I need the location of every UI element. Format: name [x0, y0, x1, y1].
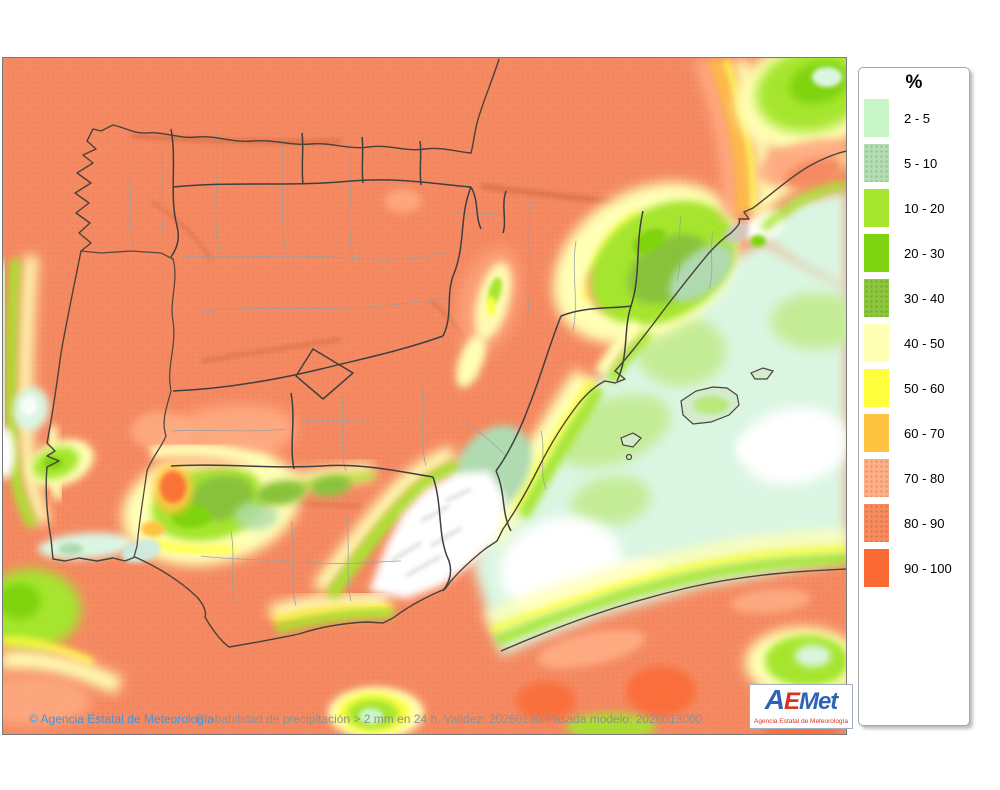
- legend-row: 70 - 80: [859, 456, 969, 501]
- legend-row: 2 - 5: [859, 96, 969, 141]
- murcia-hillshade: [390, 488, 472, 577]
- province-borders: [128, 130, 714, 607]
- precipitation-probability-map: © Agencia Estatal de Meteorología Probab…: [2, 57, 853, 735]
- legend-swatch-30-40: [864, 279, 889, 317]
- mediterranean-low-prob-area: [473, 75, 846, 656]
- legend-label: 20 - 30: [904, 246, 945, 261]
- legend-swatch-70-80: [864, 459, 889, 497]
- legend-swatch-10-20: [864, 189, 889, 227]
- legend-row: 50 - 60: [859, 366, 969, 411]
- logo-letter-a: A: [764, 684, 785, 715]
- ibiza-island: [620, 432, 642, 448]
- legend-label: 5 - 10: [904, 156, 938, 171]
- formentera-island: [625, 453, 633, 461]
- atlantic-low-patches: [3, 387, 50, 479]
- menorca-island: [750, 367, 774, 380]
- legend-row: 80 - 90: [859, 501, 969, 546]
- legend-row: 30 - 40: [859, 276, 969, 321]
- murcia-dry-region: [369, 471, 506, 599]
- legend-swatch-40-50: [864, 324, 889, 362]
- aemet-logo-tagline: Agencia Estatal de Meteorología: [754, 718, 848, 725]
- legend-label: 70 - 80: [904, 471, 945, 486]
- legend-row: 20 - 30: [859, 231, 969, 276]
- legend-swatch-80-90: [864, 504, 889, 542]
- france-ne-corner: [694, 58, 846, 247]
- coastlines: [45, 58, 846, 652]
- legend-swatch-60-70: [864, 414, 889, 452]
- granada-coast-bands: [269, 445, 459, 634]
- portugal-border: [80, 250, 176, 558]
- map-caption: Probabilidad de precipitación > 2 mm en …: [196, 712, 703, 726]
- legend-swatch-50-60: [864, 369, 889, 407]
- legend-row: 90 - 100: [859, 546, 969, 591]
- logo-letters-met: Met: [798, 688, 838, 715]
- legend-row: 40 - 50: [859, 321, 969, 366]
- southwest-corner-bands: [3, 569, 123, 726]
- balearic-islands: [620, 367, 774, 461]
- legend-label: 60 - 70: [904, 426, 945, 441]
- legend-swatch-90-100: [864, 549, 889, 587]
- legend-label: 2 - 5: [904, 111, 931, 126]
- legend-label: 50 - 60: [904, 381, 945, 396]
- legend-label: 10 - 20: [904, 201, 945, 216]
- legend-label: 90 - 100: [904, 561, 952, 576]
- logo-letter-e: E: [783, 688, 800, 715]
- legend-row: 5 - 10: [859, 141, 969, 186]
- map-canvas: [3, 58, 846, 734]
- copyright-text: © Agencia Estatal de Meteorología: [29, 712, 214, 726]
- legend-swatch-20-30: [864, 234, 889, 272]
- legend-label: 30 - 40: [904, 291, 945, 306]
- legend-label: 80 - 90: [904, 516, 945, 531]
- legend-label: 40 - 50: [904, 336, 945, 351]
- legend-swatch-2-5: [864, 99, 889, 137]
- legend-swatch-5-10: [864, 144, 889, 182]
- legend-title: %: [905, 72, 923, 93]
- extremadura-features: [131, 189, 421, 514]
- region-borders: [170, 128, 644, 592]
- legend-rows: 2 - 5 5 - 10 10 - 20 20 - 30 30 - 40 40 - 50 5…: [859, 96, 969, 591]
- legend-row: 60 - 70: [859, 411, 969, 456]
- catalonia-rain-area: [553, 182, 749, 384]
- iberico-rain-band: [456, 247, 522, 388]
- probability-legend: % 2 - 5 5 - 10 10 - 20 20 - 30 30 - 40 40 - 5…: [858, 67, 970, 726]
- aemet-logo: AEMet Agencia Estatal de Meteorología: [749, 684, 853, 729]
- aemet-logo-text: AEMet: [750, 685, 852, 720]
- legend-row: 10 - 20: [859, 186, 969, 231]
